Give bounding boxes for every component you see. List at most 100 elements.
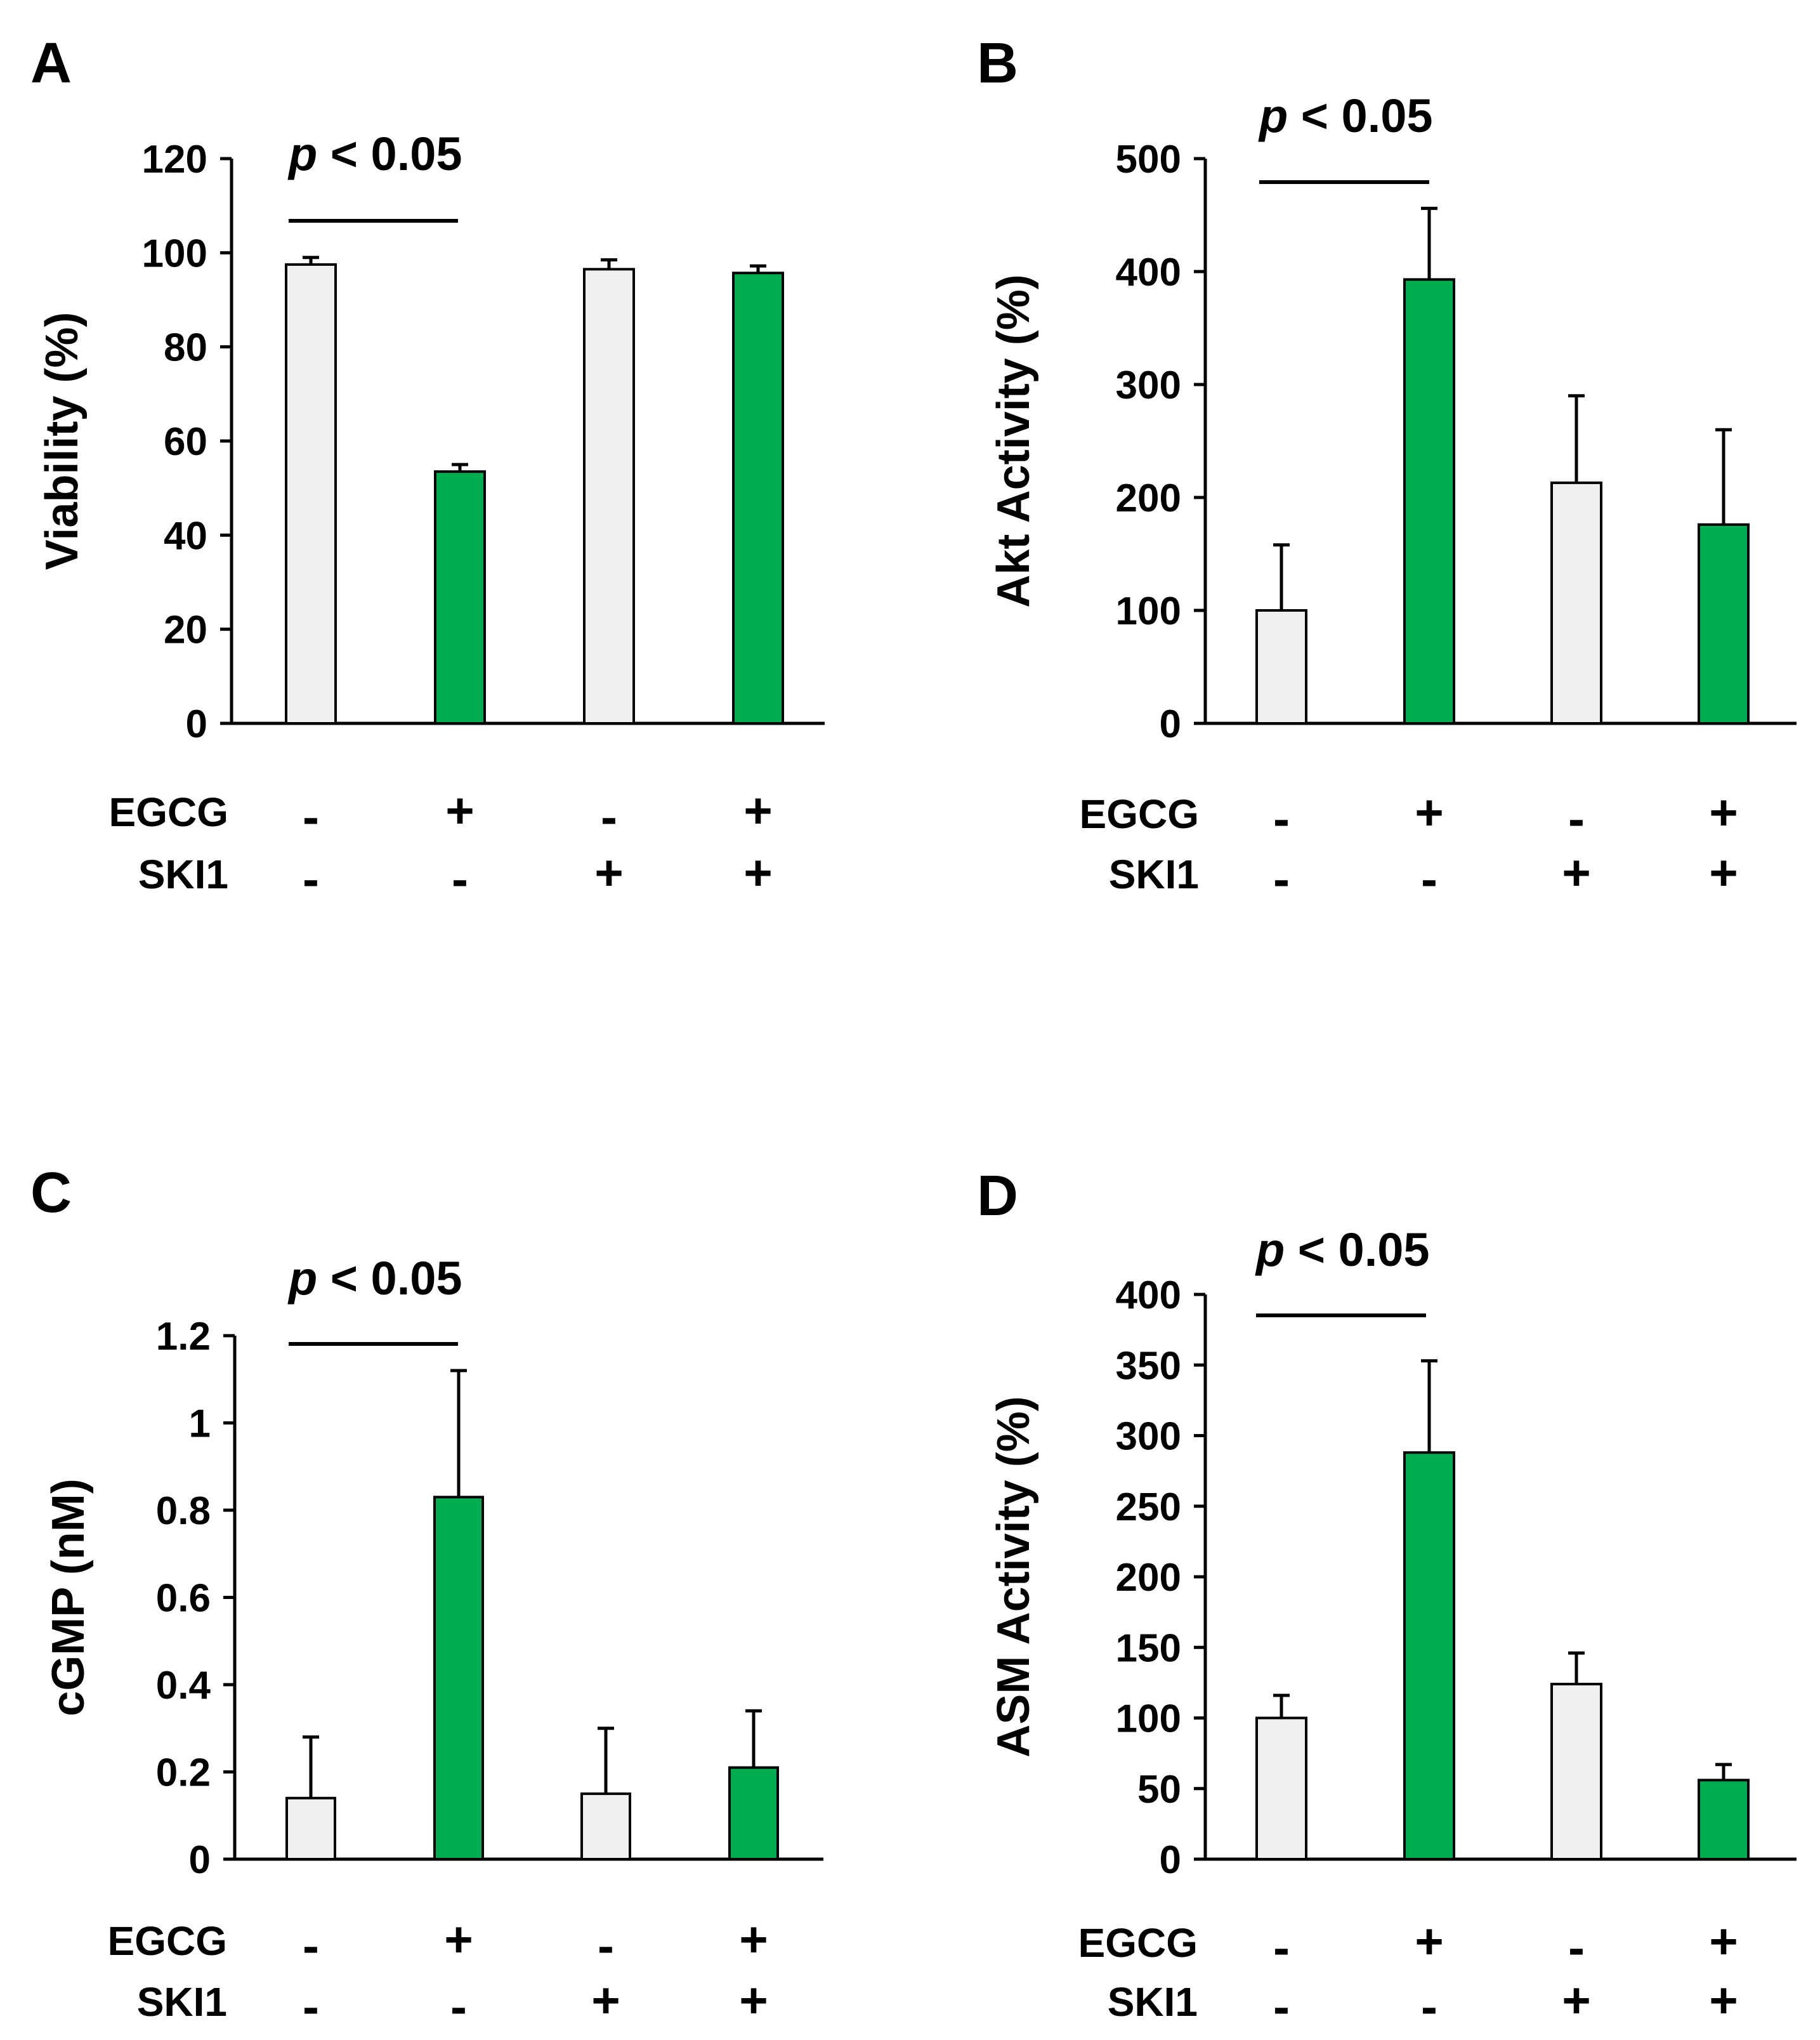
bar xyxy=(732,272,784,725)
plus-mark: + xyxy=(444,1911,473,1967)
y-axis-title: Akt Activity (%) xyxy=(988,274,1039,607)
y-tick-label: 0 xyxy=(186,702,207,746)
plus-mark: + xyxy=(1709,1913,1738,1969)
bar xyxy=(285,1796,336,1860)
plus-mark: + xyxy=(594,845,624,900)
p-value-annotation: p < 0.05 xyxy=(1255,1223,1430,1276)
panel-c: C 0 0.2 0.4 0.6 0.8 1 1.2 cGMP (nM) p < 0.05 EGCG -… xyxy=(30,1161,823,2034)
bar xyxy=(580,1792,631,1860)
y-tick-label: 0 xyxy=(1160,1838,1181,1882)
y-tick-label: 500 xyxy=(1116,138,1181,181)
y-tick-label: 60 xyxy=(164,420,207,464)
y-tick-label: 100 xyxy=(142,232,207,275)
y-tick-label: 0.8 xyxy=(156,1489,211,1533)
y-axis-title: Viability (%) xyxy=(37,312,88,570)
y-tick-label: 1.2 xyxy=(156,1315,211,1359)
minus-mark: - xyxy=(1421,851,1437,907)
plus-mark: + xyxy=(743,845,773,900)
y-tick-label: 0.2 xyxy=(156,1751,211,1795)
condition-row-label: EGCG xyxy=(108,1918,227,1964)
plus-mark: + xyxy=(1709,784,1738,840)
plus-mark: + xyxy=(743,782,773,838)
panel-a: A 0 20 40 60 80 100 120 Viability (%) p < 0.05 EGC… xyxy=(30,32,825,907)
condition-row-label: SKI1 xyxy=(1109,852,1199,897)
minus-mark: - xyxy=(1273,1919,1290,1975)
minus-mark: - xyxy=(1273,1978,1290,2034)
minus-mark: - xyxy=(452,851,468,907)
plus-mark: + xyxy=(445,782,475,838)
y-tick-label: 40 xyxy=(164,514,207,558)
minus-mark: - xyxy=(1568,1919,1585,1975)
bar xyxy=(1255,1716,1307,1860)
plus-mark: + xyxy=(739,1911,768,1967)
panel-letter: D xyxy=(977,1164,1018,1228)
minus-mark: - xyxy=(1421,1978,1437,2034)
plus-mark: + xyxy=(1709,845,1738,900)
bar xyxy=(1403,1451,1455,1860)
bar xyxy=(1403,278,1455,725)
minus-mark: - xyxy=(303,789,319,845)
minus-mark: - xyxy=(450,1978,467,2034)
y-tick-label: 100 xyxy=(1116,589,1181,633)
bar xyxy=(1698,523,1750,725)
y-tick-label: 50 xyxy=(1137,1768,1181,1812)
y-tick-label: 100 xyxy=(1116,1697,1181,1741)
minus-mark: - xyxy=(303,1918,319,1973)
y-tick-label: 120 xyxy=(142,138,207,181)
y-tick-label: 0 xyxy=(189,1838,211,1882)
plus-mark: + xyxy=(1562,845,1591,900)
bar xyxy=(1550,1683,1602,1861)
condition-row-label: SKI1 xyxy=(137,1979,227,2025)
y-tick-label: 400 xyxy=(1116,1273,1181,1317)
y-axis-title: ASM Activity (%) xyxy=(988,1396,1039,1757)
condition-row-label: EGCG xyxy=(1080,791,1199,837)
minus-mark: - xyxy=(1273,851,1290,907)
plus-mark: + xyxy=(591,1972,620,2028)
y-tick-label: 200 xyxy=(1116,477,1181,520)
bar xyxy=(434,470,486,725)
panel-letter: C xyxy=(30,1161,72,1225)
plus-mark: + xyxy=(739,1972,768,2028)
minus-mark: - xyxy=(1273,791,1290,846)
bar xyxy=(433,1496,484,1860)
condition-row-label: SKI1 xyxy=(1108,1979,1198,2025)
p-value-annotation: p < 0.05 xyxy=(287,128,462,180)
p-value-annotation: p < 0.05 xyxy=(287,1252,462,1305)
bar xyxy=(1255,609,1307,725)
minus-mark: - xyxy=(303,851,319,907)
panel-letter: B xyxy=(977,32,1018,95)
plus-mark: + xyxy=(1709,1972,1738,2028)
panel-b: B 0 100 200 300 400 500 Akt Activity (%) p < 0.0… xyxy=(977,32,1797,907)
y-tick-label: 0.4 xyxy=(156,1664,211,1708)
bar xyxy=(583,268,635,725)
condition-row-label: SKI1 xyxy=(138,852,228,897)
condition-row-label: EGCG xyxy=(1078,1920,1198,1966)
y-tick-label: 350 xyxy=(1116,1344,1181,1388)
y-tick-label: 80 xyxy=(164,326,207,370)
bar xyxy=(728,1766,779,1860)
y-tick-label: 200 xyxy=(1116,1556,1181,1600)
condition-row-label: EGCG xyxy=(109,789,228,835)
y-axis-title: cGMP (nM) xyxy=(43,1478,94,1716)
minus-mark: - xyxy=(1568,791,1585,846)
y-tick-label: 300 xyxy=(1116,1415,1181,1459)
y-tick-label: 150 xyxy=(1116,1626,1181,1670)
y-tick-label: 20 xyxy=(164,609,207,652)
y-tick-label: 300 xyxy=(1116,364,1181,407)
minus-mark: - xyxy=(598,1918,614,1973)
minus-mark: - xyxy=(303,1978,319,2034)
plus-mark: + xyxy=(1415,1913,1444,1969)
panel-d: D 0 50 100 150 200 250 300 350 400 ASM Activity (%… xyxy=(977,1164,1797,2034)
p-value-annotation: p < 0.05 xyxy=(1258,89,1433,142)
minus-mark: - xyxy=(601,789,617,845)
bar xyxy=(1550,481,1602,725)
y-tick-label: 400 xyxy=(1116,251,1181,294)
y-tick-label: 0 xyxy=(1160,702,1181,746)
plus-mark: + xyxy=(1562,1972,1591,2028)
y-tick-label: 250 xyxy=(1116,1485,1181,1529)
bar xyxy=(285,263,337,725)
y-tick-label: 1 xyxy=(189,1402,211,1446)
bar xyxy=(1698,1779,1750,1860)
panel-letter: A xyxy=(30,32,72,95)
